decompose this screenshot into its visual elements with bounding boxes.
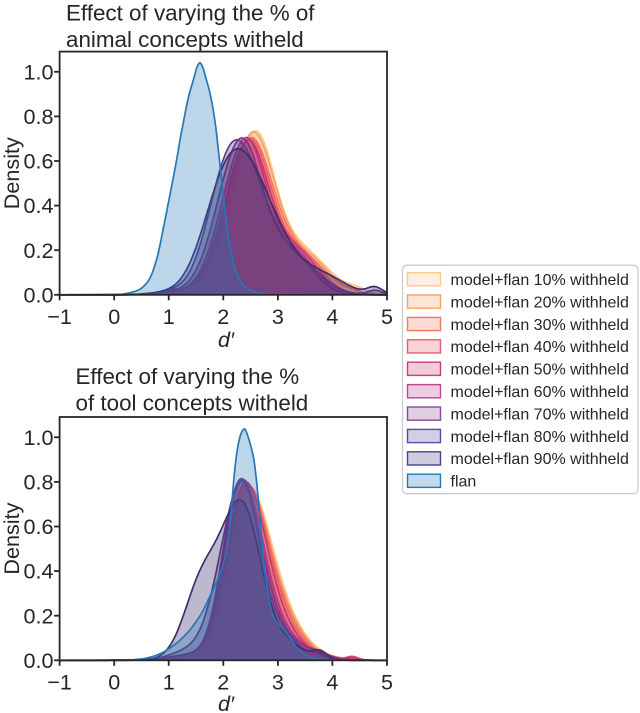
svg-text:d′: d′	[218, 327, 235, 352]
svg-text:animal concepts witheld: animal concepts witheld	[66, 27, 304, 52]
svg-text:−1: −1	[47, 670, 72, 695]
svg-text:1.0: 1.0	[23, 59, 53, 84]
svg-text:0.8: 0.8	[23, 104, 53, 129]
svg-text:0.6: 0.6	[23, 514, 53, 539]
svg-text:5: 5	[381, 304, 393, 329]
svg-text:0.4: 0.4	[23, 559, 53, 584]
svg-text:4: 4	[326, 670, 338, 695]
svg-text:2: 2	[217, 304, 229, 329]
svg-text:flan: flan	[451, 474, 477, 491]
svg-text:d′: d′	[218, 691, 235, 713]
svg-text:model+flan 50% withheld: model+flan 50% withheld	[451, 362, 629, 379]
svg-text:model+flan 90% withheld: model+flan 90% withheld	[451, 451, 629, 468]
svg-text:model+flan 40% withheld: model+flan 40% withheld	[451, 339, 629, 356]
svg-text:−1: −1	[47, 304, 72, 329]
svg-text:0.4: 0.4	[23, 193, 53, 218]
svg-text:3: 3	[272, 670, 284, 695]
svg-text:of tool concepts witheld: of tool concepts witheld	[76, 390, 309, 415]
svg-text:model+flan 80% withheld: model+flan 80% withheld	[451, 429, 629, 446]
svg-text:0.2: 0.2	[23, 603, 53, 628]
svg-text:model+flan 30% withheld: model+flan 30% withheld	[451, 317, 629, 334]
svg-text:0.0: 0.0	[23, 282, 53, 307]
svg-text:0.6: 0.6	[23, 149, 53, 174]
svg-text:Density: Density	[0, 137, 24, 209]
svg-text:5: 5	[381, 670, 393, 695]
svg-text:0.2: 0.2	[23, 238, 53, 263]
svg-text:0: 0	[108, 670, 120, 695]
svg-text:Effect of varying the % of: Effect of varying the % of	[66, 1, 315, 26]
svg-text:model+flan 10% withheld: model+flan 10% withheld	[451, 272, 629, 289]
svg-text:model+flan 60% withheld: model+flan 60% withheld	[451, 384, 629, 401]
svg-text:0.0: 0.0	[23, 648, 53, 673]
svg-text:Effect of varying the %: Effect of varying the %	[76, 364, 300, 389]
svg-text:0: 0	[108, 304, 120, 329]
svg-text:1: 1	[163, 304, 175, 329]
svg-text:1.0: 1.0	[23, 425, 53, 450]
svg-text:Density: Density	[0, 502, 24, 574]
svg-text:1: 1	[163, 670, 175, 695]
svg-text:model+flan 20% withheld: model+flan 20% withheld	[451, 294, 629, 311]
svg-text:model+flan 70% withheld: model+flan 70% withheld	[451, 406, 629, 423]
svg-text:4: 4	[326, 304, 338, 329]
svg-text:2: 2	[217, 670, 229, 695]
svg-text:3: 3	[272, 304, 284, 329]
svg-text:0.8: 0.8	[23, 470, 53, 495]
